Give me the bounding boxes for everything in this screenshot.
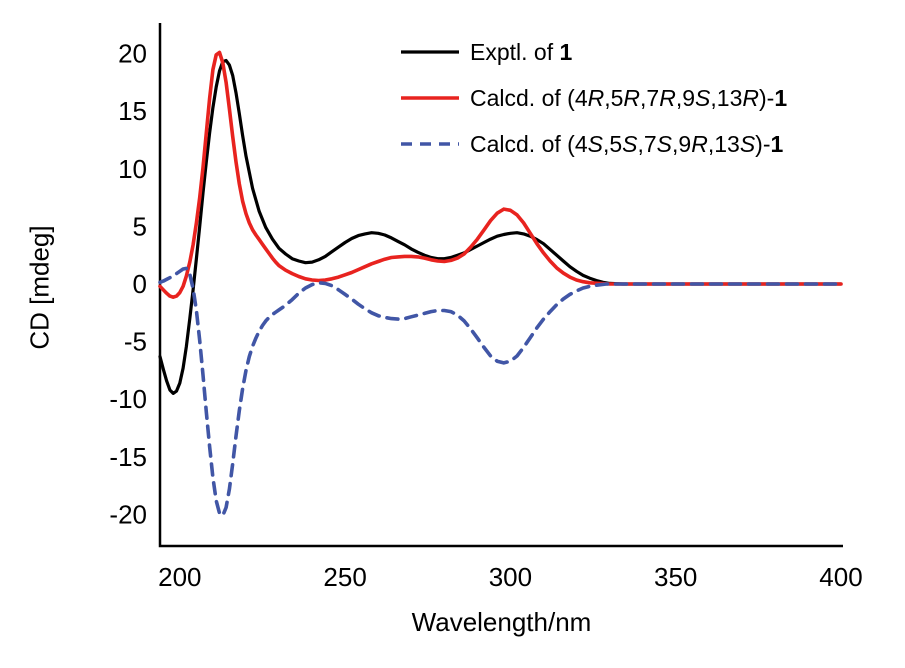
y-tick-label: -15: [109, 442, 147, 472]
x-tick-label: 300: [489, 562, 532, 592]
tick-labels: 20 15 10 5 0 -5 -10 -15 -20 200 250 300 350 400: [109, 39, 862, 592]
x-tick-label: 400: [819, 562, 862, 592]
legend-row-calcd-r: Calcd. of (4R,5R,7R,9S,13R)-1: [401, 75, 787, 121]
series-calcd-r-line: [158, 50, 843, 300]
legend-label-exptl: Exptl. of 1: [470, 38, 573, 65]
y-tick-label: -5: [124, 327, 147, 357]
legend-label-calcd-s: Calcd. of (4S,5S,7S,9R,13S)-1: [470, 130, 784, 157]
y-tick-label: 20: [118, 39, 147, 69]
legend-label-calcd-r: Calcd. of (4R,5R,7R,9S,13R)-1: [470, 84, 788, 111]
x-axis-title: Wavelength/nm: [411, 607, 592, 637]
series-calcd-s-line: [158, 266, 843, 518]
x-tick-label: 200: [158, 562, 201, 592]
y-tick-label: 15: [118, 96, 147, 126]
legend-line-sample-calcd-r: [401, 89, 459, 107]
y-tick-label: -20: [109, 499, 147, 529]
legend: Exptl. of 1 Calcd. of (4R,5R,7R,9S,13R)-1…: [401, 29, 787, 167]
y-axis-title: CD [mdeg]: [24, 225, 55, 350]
x-tick-label: 350: [654, 562, 697, 592]
y-tick-label: 0: [133, 269, 147, 299]
y-tick-label: -10: [109, 384, 147, 414]
axis-lines: [158, 23, 843, 548]
x-tick-label: 250: [323, 562, 366, 592]
legend-line-sample-exptl: [401, 43, 459, 61]
y-tick-label: 5: [133, 211, 147, 241]
series-exptl-line: [158, 58, 843, 395]
series-lines: [158, 50, 843, 518]
legend-line-sample-calcd-s: [401, 135, 459, 153]
legend-row-exptl: Exptl. of 1: [401, 29, 787, 75]
legend-row-calcd-s: Calcd. of (4S,5S,7S,9R,13S)-1: [401, 121, 787, 167]
axes: [158, 23, 843, 548]
y-tick-label: 10: [118, 154, 147, 184]
